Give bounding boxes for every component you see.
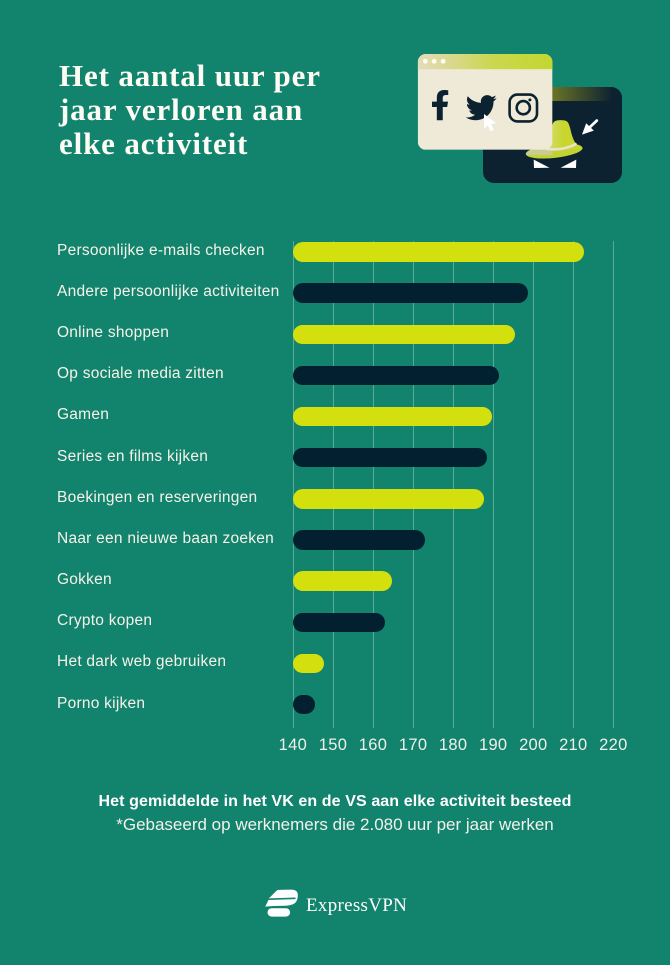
- svg-text:ExpressVPN: ExpressVPN: [306, 895, 407, 916]
